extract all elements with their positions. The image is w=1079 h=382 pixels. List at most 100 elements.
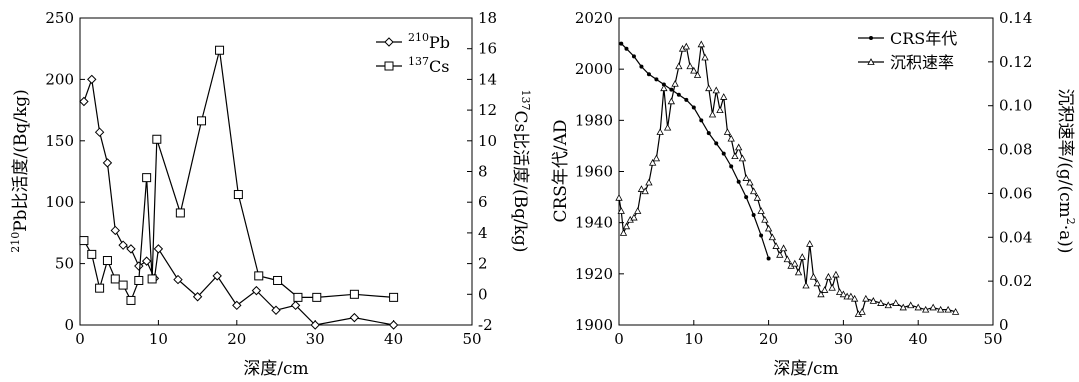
data-point [720, 93, 728, 100]
data-point [622, 222, 631, 230]
data-point [759, 233, 764, 238]
data-point [175, 208, 185, 218]
y-axis-label-right: 137Cs比活度/(Bq/kg) [510, 89, 532, 252]
data-point [899, 303, 907, 311]
series-1 [79, 74, 399, 330]
series-group [615, 40, 960, 317]
y-tick-label-right: 6 [478, 193, 488, 211]
y-tick-label-left: 200 [45, 70, 74, 88]
data-point [87, 74, 97, 85]
data-point [729, 164, 734, 169]
data-point [254, 271, 264, 281]
y-axis-right: 0 0.02 0.04 0.06 0.08 0.10 0.12 0.14 [988, 9, 1032, 334]
data-point [273, 275, 283, 285]
y-tick-label-right: 0 [999, 316, 1009, 334]
data-point [682, 42, 690, 50]
data-point [817, 290, 825, 298]
y-tick-label-left: 0 [64, 316, 74, 334]
series-2 [79, 45, 399, 305]
data-point [233, 190, 243, 200]
legend-marker [384, 37, 394, 47]
data-point [744, 195, 749, 200]
data-point [806, 240, 814, 247]
legend-label-sup: 210 [408, 31, 429, 44]
legend-label-main: Pb [429, 33, 450, 52]
data-point [735, 143, 743, 151]
data-point [951, 308, 960, 315]
data-point [173, 274, 183, 285]
y-label-right-sup: 137 [519, 89, 532, 110]
data-point [813, 279, 821, 287]
y-axis-label-left: 210Pb比活度/(Bq/kg) [9, 89, 31, 253]
data-point [310, 320, 320, 330]
data-point [79, 236, 89, 246]
data-point [669, 87, 674, 92]
y-tick-label-left: 50 [55, 255, 74, 273]
data-point [712, 86, 720, 94]
data-point [110, 225, 120, 236]
data-point [232, 300, 242, 311]
y-tick-label-right: -2 [478, 316, 493, 334]
data-point [615, 193, 623, 201]
x-axis: 0 10 20 30 40 50 [75, 320, 482, 348]
y-tick-label-right: 0.10 [999, 97, 1032, 115]
data-point [389, 292, 399, 302]
data-point [693, 71, 702, 78]
y-label-right-main: Cs比活度/(Bq/kg) [510, 110, 530, 252]
legend-item: 137Cs [376, 55, 449, 76]
series-line [83, 79, 394, 326]
data-point [271, 305, 281, 315]
data-point [705, 84, 713, 92]
data-point [761, 215, 769, 223]
series-line [618, 44, 956, 315]
data-point [212, 271, 222, 281]
data-point [663, 123, 672, 131]
data-point [828, 283, 836, 291]
data-point [118, 280, 128, 290]
data-point [936, 305, 945, 313]
data-point [639, 64, 644, 69]
x-tick-label: 20 [227, 330, 246, 348]
data-point [110, 274, 120, 284]
data-point [791, 259, 799, 267]
data-point [892, 299, 900, 306]
data-point [293, 292, 303, 302]
data-point [684, 97, 689, 102]
x-tick-label: 40 [909, 330, 928, 348]
legend-marker [867, 58, 875, 65]
data-point [637, 185, 646, 192]
legend-label: CRS年代 [890, 29, 957, 48]
data-point [94, 127, 105, 137]
y-tick-label-right: 0 [478, 285, 488, 303]
y-tick-label-right: 0.04 [999, 228, 1032, 246]
data-point [768, 233, 777, 241]
data-point [349, 289, 359, 299]
y-tick-label-left: 1940 [575, 214, 613, 232]
legend-label: 210Pb [408, 31, 450, 52]
x-axis-label: 深度/cm [773, 359, 838, 379]
data-point [731, 152, 739, 160]
data-point [832, 270, 840, 278]
data-point [152, 134, 162, 144]
data-point [721, 151, 726, 156]
data-point [809, 272, 818, 280]
y-tick-label-left: 1960 [575, 163, 613, 181]
y-tick-label-right: 8 [478, 163, 488, 181]
y-axis-left: 1900 1920 1940 1960 1980 2000 2020 [575, 9, 624, 334]
x-tick-label: 50 [462, 330, 481, 348]
data-point [757, 207, 765, 214]
data-point [79, 96, 89, 107]
data-point [656, 128, 664, 135]
legend-marker [869, 36, 873, 40]
data-point [619, 41, 624, 46]
y-tick-label-left: 1980 [575, 111, 613, 129]
data-point [215, 45, 225, 55]
data-point [914, 303, 922, 311]
data-point [723, 128, 732, 135]
data-point [742, 174, 750, 181]
y-tick-label-left: 100 [45, 193, 74, 211]
data-point [95, 283, 105, 293]
data-point [716, 106, 724, 113]
